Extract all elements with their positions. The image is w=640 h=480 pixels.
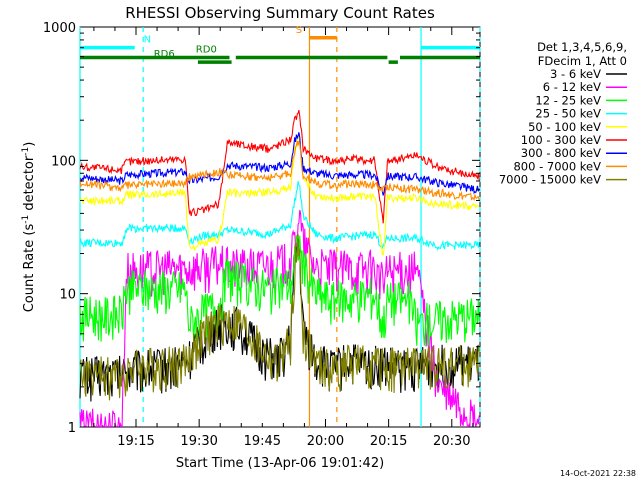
series-line-2 [79, 234, 480, 347]
legend-label-7: 800 - 7000 keV [513, 159, 601, 173]
legend-label-4: 50 - 100 keV [528, 120, 601, 134]
series-line-1 [79, 209, 480, 428]
legend-label-0: 3 - 6 keV [550, 67, 601, 81]
plot-area: N S RD0 RD6 1 10 100 1000 19:15 19:30 19:45 20:00… [43, 21, 481, 449]
legend: Det 1,3,4,5,6,9, FDecim 1, Att 0 3 - 6 k… [499, 40, 627, 187]
legend-header-line1: Det 1,3,4,5,6,9, [537, 40, 627, 54]
timestamp: 14-Oct-2021 22:38 [560, 469, 636, 478]
x-tick-label-0: 19:15 [117, 434, 154, 449]
legend-label-1: 6 - 12 keV [543, 80, 601, 94]
y-axis-label-mid: detector [22, 155, 37, 215]
legend-label-8: 7000 - 15000 keV [499, 173, 601, 187]
annotation-label-2: RD0 [196, 45, 217, 56]
x-tick-label-3: 20:00 [307, 434, 344, 449]
legend-header-line2: FDecim 1, Att 0 [538, 54, 627, 68]
y-axis-label-sup1: -1 [21, 215, 31, 224]
x-tick-label-5: 20:30 [433, 434, 470, 449]
x-tick-label-2: 19:45 [244, 434, 281, 449]
annotation-label-1: S [296, 25, 302, 36]
y-tick-label-3: 1000 [43, 21, 76, 36]
legend-label-6: 300 - 800 keV [521, 146, 601, 160]
series-line-7 [79, 140, 480, 202]
y-axis-label: Count Rate (s-1 detector-1) [21, 142, 37, 313]
legend-label-5: 100 - 300 keV [521, 133, 601, 147]
x-axis-label: Start Time (13-Apr-06 19:01:42) [176, 456, 384, 471]
y-axis-label-sup2: -1 [21, 147, 31, 156]
annotation-label-3: RD6 [154, 49, 175, 60]
x-tick-label-4: 20:15 [370, 434, 407, 449]
y-tick-label-0: 1 [68, 421, 76, 436]
legend-label-2: 12 - 25 keV [535, 93, 601, 107]
annotation-label-0: N [144, 35, 151, 46]
series-line-6 [79, 132, 480, 196]
x-tick-label-1: 19:30 [180, 434, 217, 449]
y-tick-label-2: 100 [51, 154, 76, 169]
y-axis-label-main: Count Rate (s [22, 224, 37, 313]
chart-title: RHESSI Observing Summary Count Rates [125, 4, 435, 22]
legend-label-3: 25 - 50 keV [535, 107, 601, 121]
series-line-4 [79, 133, 480, 256]
series-line-8 [79, 234, 480, 401]
series-line-5 [79, 109, 480, 224]
y-axis-label-end: ) [22, 142, 37, 147]
series-line-3 [79, 181, 480, 251]
y-tick-label-1: 10 [59, 288, 76, 303]
